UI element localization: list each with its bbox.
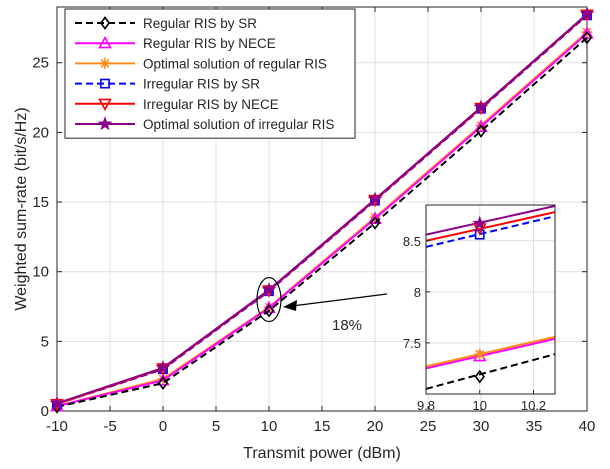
x-tick-label: 30 (473, 418, 490, 435)
inset-data-point (474, 229, 485, 240)
legend-entry: Irregular RIS by SR (75, 77, 260, 92)
legend-box (64, 8, 356, 139)
data-point (155, 360, 171, 375)
series-line (56, 32, 588, 408)
y-axis-label: Weighted sum-rate (bit/s/Hz) (13, 107, 30, 310)
inset-data-point (474, 348, 486, 360)
y-tick-label: 5 (41, 333, 49, 350)
legend-label: Optimal solution of regular RIS (143, 56, 327, 71)
data-point (367, 191, 383, 206)
inset-data-point (474, 369, 485, 384)
data-point (580, 26, 594, 39)
legend-label: Optimal solution of irregular RIS (143, 117, 334, 132)
inset-data-point (472, 215, 488, 230)
y-tick-label: 10 (32, 264, 49, 281)
legend-entry: Optimal solution of irregular RIS (75, 116, 334, 132)
inset-plot: 9.8 10 10.2 7.5 8 8.5 (403, 204, 556, 413)
inset-y-tick-label: 7.5 (403, 336, 421, 351)
x-tick-label: 35 (526, 418, 543, 435)
data-point (157, 376, 169, 390)
legend-marker (99, 57, 111, 69)
inset-x-tick-label: 10.2 (521, 398, 546, 413)
data-point (473, 99, 489, 114)
inset-background (426, 205, 555, 394)
data-point (263, 303, 275, 318)
inset-series-line (426, 337, 555, 370)
data-point (261, 282, 277, 297)
x-tick-label: 0 (159, 418, 167, 435)
inset-series-line (426, 215, 555, 248)
inset-series-line (426, 335, 555, 368)
data-point (156, 373, 170, 386)
x-tick-label: 5 (212, 418, 220, 435)
data-point (49, 395, 65, 410)
y-tick-label: 20 (32, 124, 49, 141)
data-point (474, 119, 488, 133)
data-point (581, 30, 593, 45)
legend-entry: Regular RIS by NECE (75, 36, 276, 51)
legend-marker (100, 78, 110, 89)
y-tick-label: 25 (32, 55, 49, 72)
legend-label: Regular RIS by NECE (143, 36, 276, 51)
data-point (262, 300, 276, 314)
legend-entry: Irregular RIS by NECE (75, 97, 279, 112)
x-tick-label: -10 (46, 418, 68, 435)
inset-data-point (472, 349, 487, 362)
inset-series-line (426, 205, 555, 236)
data-point (369, 216, 381, 230)
x-axis-label: Transmit power (dBm) (243, 445, 401, 462)
inset-y-tick-label: 8 (414, 285, 421, 300)
series-line (56, 36, 588, 408)
x-tick-label: 25 (420, 418, 437, 435)
data-point (475, 124, 487, 138)
inset-y-tick-label: 8.5 (403, 234, 421, 249)
legend-label: Irregular RIS by NECE (143, 97, 279, 112)
y-tick-label: 15 (32, 194, 49, 211)
inset-x-tick-label: 10 (473, 398, 487, 413)
legend-entry: Regular RIS by SR (75, 16, 257, 31)
y-tick-label: 0 (41, 403, 49, 420)
legend: Regular RIS by SR Regular RIS by NECE Opti… (64, 8, 356, 139)
annotation-text: 18% (332, 317, 362, 334)
annotation-arrow-line (291, 293, 388, 307)
x-tick-label: 20 (367, 418, 384, 435)
inset-frame (425, 204, 556, 395)
x-tick-label: 15 (314, 418, 331, 435)
legend-marker (99, 16, 111, 30)
series-5 (49, 6, 595, 410)
legend-label: Regular RIS by SR (143, 16, 257, 31)
inset-series (426, 205, 555, 390)
legend-label: Irregular RIS by SR (143, 77, 260, 92)
data-point (579, 6, 595, 21)
legend-marker (98, 98, 112, 111)
inset-series-line (426, 211, 555, 242)
inset-x-tick-label: 9.8 (417, 398, 435, 413)
x-tick-label: 40 (579, 418, 596, 435)
x-tick-label: 10 (261, 418, 278, 435)
series-line (56, 13, 588, 405)
annotation-arrow-head (283, 300, 297, 311)
legend-marker (97, 116, 113, 131)
legend-entry: Optimal solution of regular RIS (75, 56, 327, 71)
annotation: 18% (256, 276, 388, 334)
legend-marker (98, 36, 112, 49)
inset-series-line (426, 353, 555, 390)
axis-ticks: -10 -5 0 5 10 15 20 25 30 35 40 0 5 10 15 20 25 (32, 7, 595, 435)
highlight-ellipse (256, 276, 282, 323)
x-tick-label: -5 (103, 418, 116, 435)
